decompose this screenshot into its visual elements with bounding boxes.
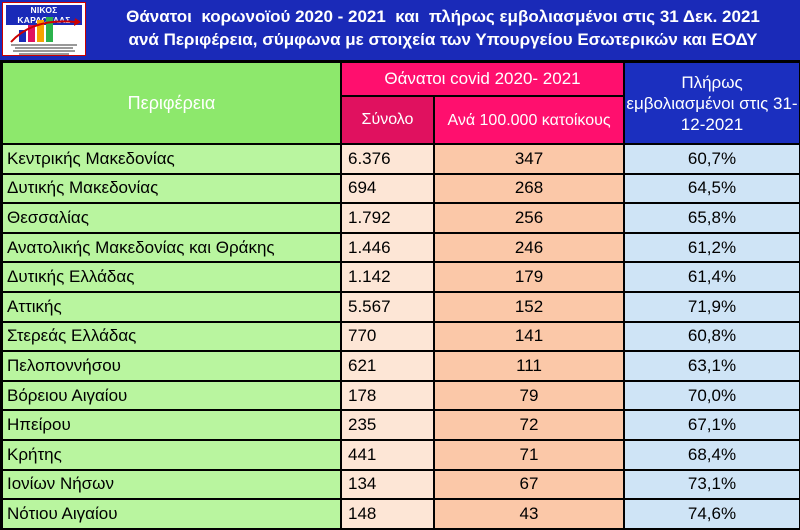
cell-deaths-per-100k: 43 <box>435 500 623 528</box>
logo-fine-print <box>5 43 83 55</box>
table-row: Αττικής 5.567 152 71,9% <box>3 292 799 321</box>
cell-region: Κρήτης <box>3 440 340 469</box>
table-row: Ηπείρου 235 72 67,1% <box>3 411 799 439</box>
chart-title: Θάνατοι κορωνοϊού 2020 - 2021 και πλήρως… <box>90 5 796 51</box>
table-body: Κεντρικής Μακεδονίας 6.376 347 60,7% Δυτικής… <box>3 145 799 528</box>
cell-vaccinated-pct: 73,1% <box>625 470 799 499</box>
table-row: Δυτικής Ελλάδας 1.142 179 61,4% <box>3 263 799 291</box>
table-row: Δυτικής Μακεδονίας 694 268 64,5% <box>3 174 799 203</box>
cell-region: Δυτικής Ελλάδας <box>3 263 340 291</box>
cell-region: Ιονίων Νήσων <box>3 470 340 499</box>
cell-region: Δυτικής Μακεδονίας <box>3 174 340 203</box>
cell-deaths-per-100k: 256 <box>435 204 623 232</box>
cell-total-deaths: 1.446 <box>342 233 433 262</box>
title-banner: ΝΙΚΟΣ ΚΑΡΔΟΥΛΑΣ Θάνατοι κορωνοϊού 2020 -… <box>0 0 800 60</box>
cell-region: Βόρειου Αιγαίου <box>3 381 340 410</box>
table-row: Ιονίων Νήσων 134 67 73,1% <box>3 470 799 499</box>
table-row: Κεντρικής Μακεδονίας 6.376 347 60,7% <box>3 145 799 173</box>
cell-total-deaths: 148 <box>342 500 433 528</box>
cell-region: Θεσσαλίας <box>3 204 340 232</box>
cell-vaccinated-pct: 74,6% <box>625 500 799 528</box>
cell-total-deaths: 770 <box>342 322 433 351</box>
header-region: Περιφέρεια <box>3 63 340 143</box>
title-line-2: ανά Περιφέρεια, σύμφωνα με στοιχεία των … <box>128 30 758 49</box>
table-row: Θεσσαλίας 1.792 256 65,8% <box>3 204 799 232</box>
logo: ΝΙΚΟΣ ΚΑΡΔΟΥΛΑΣ <box>2 2 86 56</box>
table-row: Βόρειου Αιγαίου 178 79 70,0% <box>3 381 799 410</box>
cell-vaccinated-pct: 65,8% <box>625 204 799 232</box>
table-row: Νότιου Αιγαίου 148 43 74,6% <box>3 500 799 528</box>
cell-total-deaths: 621 <box>342 352 433 380</box>
cell-total-deaths: 5.567 <box>342 292 433 321</box>
cell-region: Κεντρικής Μακεδονίας <box>3 145 340 173</box>
cell-total-deaths: 235 <box>342 411 433 439</box>
cell-total-deaths: 6.376 <box>342 145 433 173</box>
cell-deaths-per-100k: 79 <box>435 381 623 410</box>
data-table: Περιφέρεια Θάνατοι covid 2020- 2021 Πλήρ… <box>1 61 800 530</box>
cell-region: Ανατολικής Μακεδονίας και Θράκης <box>3 233 340 262</box>
cell-total-deaths: 1.142 <box>342 263 433 291</box>
table-row: Κρήτης 441 71 68,4% <box>3 440 799 469</box>
header-per-100k: Ανά 100.000 κατοίκους <box>435 97 623 143</box>
cell-vaccinated-pct: 64,5% <box>625 174 799 203</box>
cell-region: Στερεάς Ελλάδας <box>3 322 340 351</box>
cell-vaccinated-pct: 61,2% <box>625 233 799 262</box>
cell-deaths-per-100k: 141 <box>435 322 623 351</box>
logo-bar-graphic <box>10 17 81 43</box>
title-line-1: Θάνατοι κορωνοϊού 2020 - 2021 και πλήρως… <box>126 7 760 26</box>
cell-total-deaths: 441 <box>342 440 433 469</box>
cell-vaccinated-pct: 61,4% <box>625 263 799 291</box>
cell-total-deaths: 178 <box>342 381 433 410</box>
cell-region: Νότιου Αιγαίου <box>3 500 340 528</box>
cell-deaths-per-100k: 152 <box>435 292 623 321</box>
header-total: Σύνολο <box>342 97 433 143</box>
cell-vaccinated-pct: 70,0% <box>625 381 799 410</box>
cell-deaths-per-100k: 72 <box>435 411 623 439</box>
cell-deaths-per-100k: 246 <box>435 233 623 262</box>
cell-deaths-per-100k: 111 <box>435 352 623 380</box>
table-row: Στερεάς Ελλάδας 770 141 60,8% <box>3 322 799 351</box>
cell-deaths-per-100k: 67 <box>435 470 623 499</box>
cell-vaccinated-pct: 71,9% <box>625 292 799 321</box>
table-row: Πελοποννήσου 621 111 63,1% <box>3 352 799 380</box>
cell-vaccinated-pct: 68,4% <box>625 440 799 469</box>
cell-region: Ηπείρου <box>3 411 340 439</box>
cell-vaccinated-pct: 60,8% <box>625 322 799 351</box>
cell-deaths-per-100k: 268 <box>435 174 623 203</box>
cell-total-deaths: 134 <box>342 470 433 499</box>
cell-deaths-per-100k: 347 <box>435 145 623 173</box>
cell-vaccinated-pct: 67,1% <box>625 411 799 439</box>
cell-total-deaths: 1.792 <box>342 204 433 232</box>
header-vaccinated: Πλήρως εμβολιασμένοι στις 31-12-2021 <box>625 63 799 143</box>
cell-deaths-per-100k: 179 <box>435 263 623 291</box>
cell-total-deaths: 694 <box>342 174 433 203</box>
cell-region: Αττικής <box>3 292 340 321</box>
table-row: Ανατολικής Μακεδονίας και Θράκης 1.446 246… <box>3 233 799 262</box>
cell-deaths-per-100k: 71 <box>435 440 623 469</box>
header-covid-deaths: Θάνατοι covid 2020- 2021 <box>342 63 623 95</box>
cell-vaccinated-pct: 63,1% <box>625 352 799 380</box>
cell-vaccinated-pct: 60,7% <box>625 145 799 173</box>
cell-region: Πελοποννήσου <box>3 352 340 380</box>
